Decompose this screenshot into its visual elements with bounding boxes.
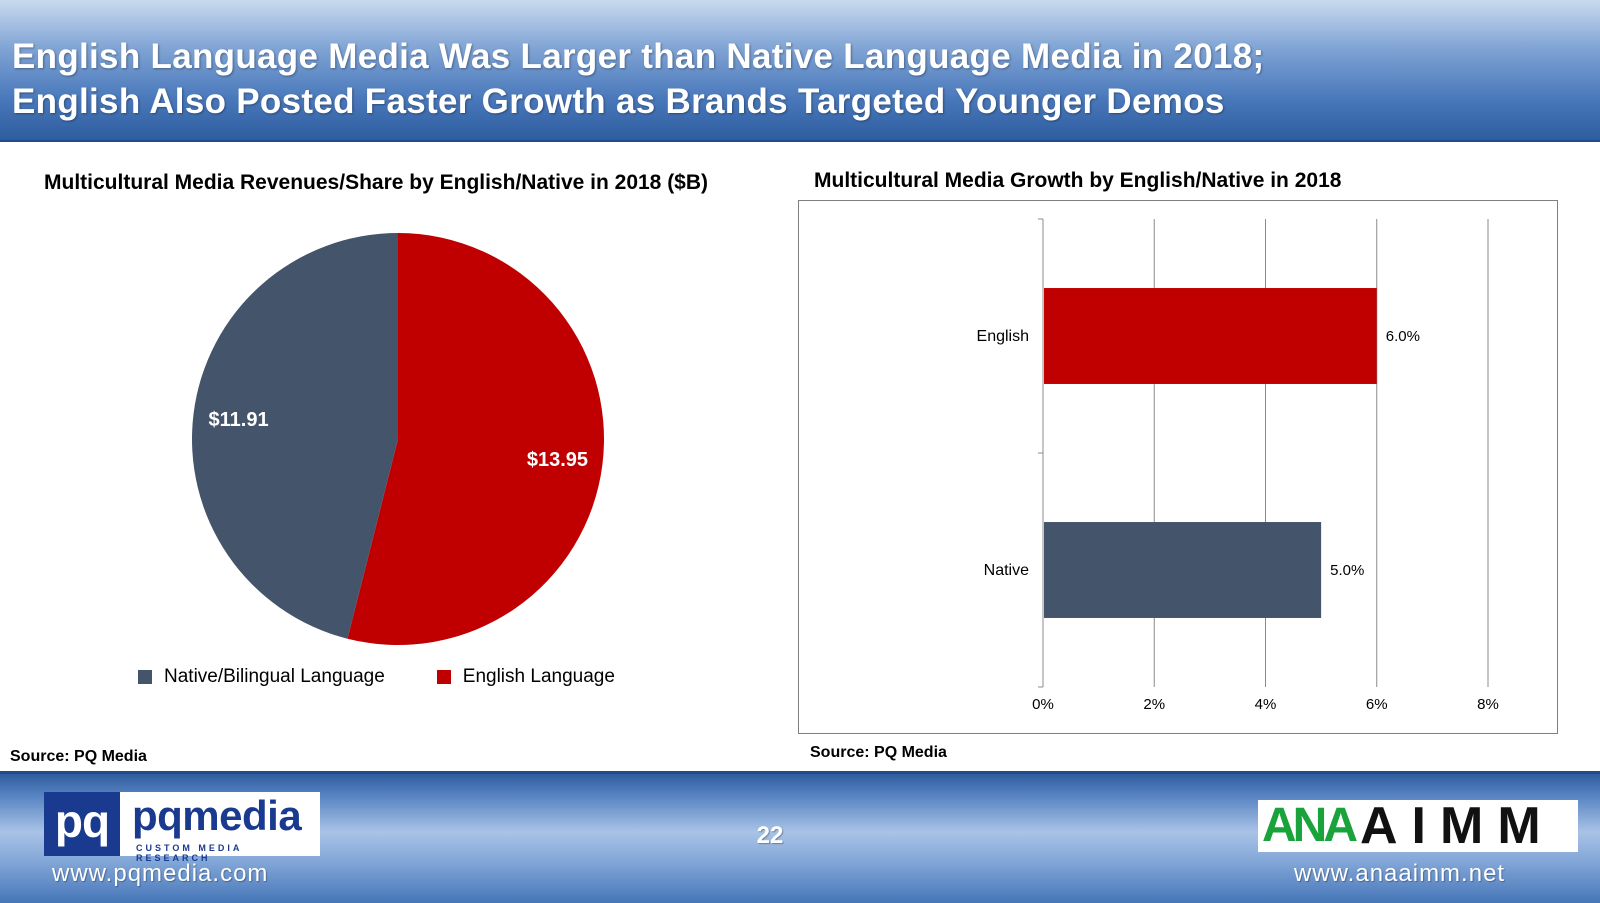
- bar-value-label-english: 6.0%: [1386, 328, 1420, 345]
- bar-category-label-english: English: [977, 328, 1029, 345]
- pie-slice-english: [347, 233, 604, 645]
- pie-legend: Native/Bilingual Language English Langua…: [138, 666, 615, 688]
- pie-label-native: $11.91: [209, 409, 269, 431]
- legend-item-native: Native/Bilingual Language: [138, 666, 385, 688]
- bar-native: [1044, 522, 1322, 618]
- bar-x-tick-label: 2%: [1143, 696, 1165, 713]
- legend-label-native: Native/Bilingual Language: [164, 666, 385, 687]
- bar-source: Source: PQ Media: [810, 744, 947, 761]
- pie-source: Source: PQ Media: [10, 748, 147, 765]
- bar-value-label-native: 5.0%: [1330, 562, 1364, 579]
- page-number: 22: [756, 822, 784, 849]
- bar-chart: 0% 2% 4% 6% 8% English 6.0% Native 5.0%: [977, 218, 1499, 713]
- aimm-logo-mark: AIMM: [1360, 797, 1555, 855]
- pq-media-url[interactable]: www.pqmedia.com: [52, 860, 269, 887]
- pie-slice-native: [191, 233, 398, 639]
- pie-label-english: $13.95: [527, 449, 588, 471]
- pq-media-logo[interactable]: pq pqmedia CUSTOM MEDIA RESEARCH: [44, 792, 320, 863]
- pie-chart-title: Multicultural Media Revenues/Share by En…: [44, 171, 709, 194]
- pq-logo-mark: pq: [44, 792, 120, 856]
- bar-english: [1044, 288, 1377, 384]
- pq-logo-tagline: CUSTOM MEDIA RESEARCH: [136, 843, 243, 863]
- ana-aimm-logo[interactable]: ANA AIMM: [1258, 800, 1578, 852]
- pq-logo-name: pqmedia: [132, 792, 302, 839]
- page-title-line-2: English Also Posted Faster Growth as Bra…: [12, 82, 1225, 121]
- ana-aimm-url[interactable]: www.anaaimm.net: [1294, 860, 1506, 887]
- legend-swatch-english: [436, 670, 451, 684]
- bar-x-tick-label: 8%: [1477, 696, 1499, 713]
- page-title-line-1: English Language Media Was Larger than N…: [12, 37, 1265, 76]
- bar-category-label-native: Native: [984, 562, 1029, 579]
- page-title: English Language Media Was Larger than N…: [12, 34, 1264, 124]
- footer-banner: pq pqmedia CUSTOM MEDIA RESEARCH www.pqm…: [0, 771, 1600, 903]
- legend-label-english: English Language: [462, 666, 615, 687]
- bar-x-tick-label: 6%: [1366, 696, 1388, 713]
- ana-logo-mark: ANA: [1262, 799, 1358, 852]
- legend-item-english: English Language: [436, 666, 615, 688]
- pie-chart: $13.95 $11.91: [191, 233, 604, 645]
- header-banner: English Language Media Was Larger than N…: [0, 0, 1600, 142]
- bar-chart-frame: 0% 2% 4% 6% 8% English 6.0% Native 5.0%: [798, 200, 1558, 734]
- bar-x-tick-label: 4%: [1255, 696, 1277, 713]
- legend-swatch-native: [138, 670, 152, 684]
- bar-chart-title: Multicultural Media Growth by English/Na…: [814, 169, 1342, 192]
- bar-x-tick-label: 0%: [1032, 696, 1054, 713]
